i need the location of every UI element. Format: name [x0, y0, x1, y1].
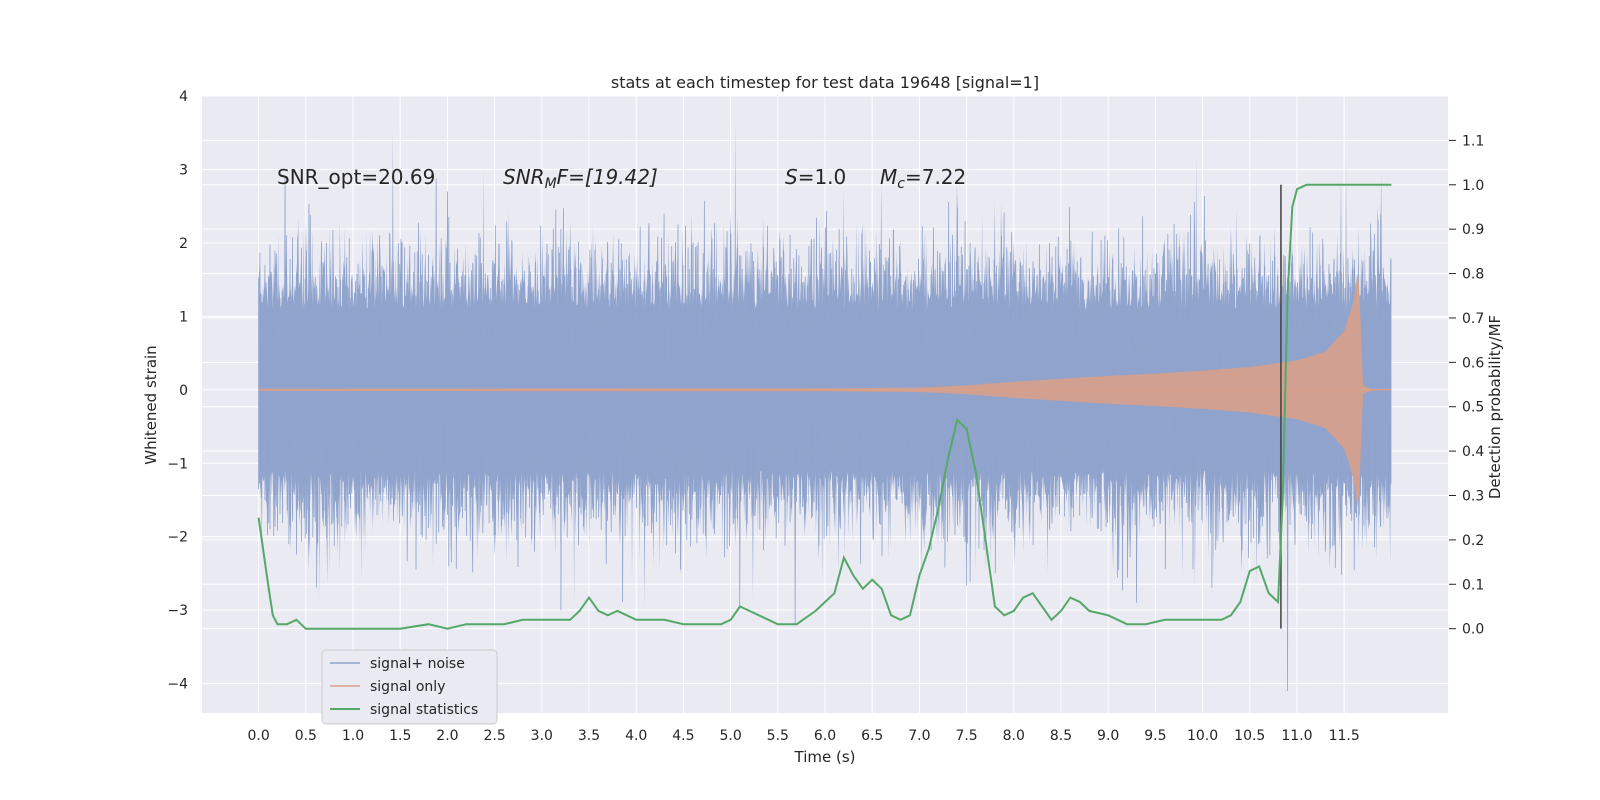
signal-statistics-line: [257, 183, 1392, 630]
y2-tick-label-3: 0.3: [1462, 488, 1484, 504]
legend-label-signal-statistics: signal statistics: [370, 702, 478, 718]
annotation-snr-mf: SNRMF=[19.42]: [503, 165, 658, 192]
y2-tick-label-6: 0.6: [1462, 355, 1484, 371]
x-tick-label-8: 4.0: [625, 728, 647, 744]
x-tick-label-22: 11.0: [1281, 728, 1312, 744]
x-tick-label-9: 4.5: [672, 728, 694, 744]
x-tick-label-23: 11.5: [1329, 728, 1360, 744]
x-tick-label-12: 6.0: [814, 728, 836, 744]
x-tick-label-17: 8.5: [1050, 728, 1072, 744]
x-tick-label-11: 5.5: [767, 728, 789, 744]
y2-tick-label-9: 0.9: [1462, 222, 1484, 238]
legend: signal+ noise signal only signal statist…: [321, 649, 498, 725]
y2-tick-label-11: 1.1: [1462, 133, 1484, 149]
series-signal-statistics: [257, 183, 1392, 630]
x-tick-label-14: 7.0: [908, 728, 930, 744]
y-tick-label-0: −4: [167, 677, 188, 693]
y-tick-label-8: 4: [179, 89, 188, 105]
x-tick-label-10: 5.0: [719, 728, 741, 744]
legend-box: [321, 649, 498, 725]
y2-tick-label-0: 0.0: [1462, 622, 1484, 638]
x-tick-label-3: 1.5: [389, 728, 411, 744]
annotation-mc-main: M: [880, 165, 897, 189]
y2-tick-label-7: 0.7: [1462, 311, 1484, 327]
x-tick-label-20: 10.0: [1187, 728, 1218, 744]
x-tick-label-2: 1.0: [342, 728, 364, 744]
y2-tick-label-10: 1.0: [1462, 178, 1484, 194]
y2-axis-label: Detection probability/MF: [1486, 315, 1504, 499]
annotation-s-main: S: [785, 165, 798, 189]
y-tick-label-2: −2: [167, 530, 188, 546]
y-tick-label-7: 3: [179, 162, 188, 178]
annotation-s: S=1.0: [785, 165, 846, 189]
x-tick-label-1: 0.5: [295, 728, 317, 744]
x-tick-label-7: 3.5: [578, 728, 600, 744]
annotation-snr-opt: SNR_opt=20.69: [277, 165, 435, 189]
annotation-mc-sub: c: [897, 176, 905, 192]
series-signal-plus-noise: [258, 121, 1392, 692]
y2-tick-label-1: 0.1: [1462, 577, 1484, 593]
signal-plus-noise-trace: [258, 176, 1392, 692]
y-tick-label-1: −3: [167, 603, 188, 619]
x-tick-label-15: 7.5: [955, 728, 977, 744]
x-axis-label: Time (s): [794, 748, 856, 766]
y-tick-label-4: 0: [179, 383, 188, 399]
x-tick-label-6: 3.0: [531, 728, 553, 744]
annotation-snr-mf-sub: M: [545, 176, 557, 192]
annotation-s-rest: =1.0: [798, 165, 847, 189]
chart-title: stats at each timestep for test data 196…: [611, 73, 1039, 92]
x-tick-label-21: 10.5: [1234, 728, 1265, 744]
x-tick-label-19: 9.5: [1144, 728, 1166, 744]
y2-tick-label-2: 0.2: [1462, 533, 1484, 549]
y2-tick-label-8: 0.8: [1462, 267, 1484, 283]
y2-tick-label-4: 0.4: [1462, 444, 1484, 460]
series-signal-only: [258, 272, 1392, 507]
y-tick-label-6: 2: [179, 236, 188, 252]
y2-ticks: 0.0 0.1 0.2 0.3 0.4 0.5 0.6 0.7 0.8 0.9 1.0 1.1: [1449, 133, 1484, 638]
annotation-snr-mf-rest: F=[19.42]: [557, 165, 658, 189]
x-tick-label-16: 8.0: [1003, 728, 1025, 744]
x-tick-label-4: 2.0: [436, 728, 458, 744]
legend-label-signal-only: signal only: [370, 679, 445, 695]
y-ticks: −4 −3 −2 −1 0 1 2 3 4: [167, 89, 188, 693]
legend-label-signal-plus-noise: signal+ noise: [370, 656, 465, 672]
annotation-mc: Mc=7.22: [880, 165, 966, 192]
annotation-mc-rest: =7.22: [905, 165, 966, 189]
x-ticks: 0.0 0.5 1.0 1.5 2.0 2.5 3.0 3.5 4.0 4.5 5.0 5.5 6.0 6…: [248, 728, 1360, 744]
y2-tick-label-5: 0.5: [1462, 400, 1484, 416]
annotation-snr-mf-main: SNR: [503, 165, 545, 189]
x-tick-label-18: 9.0: [1097, 728, 1119, 744]
y-tick-label-5: 1: [179, 309, 188, 325]
y-tick-label-3: −1: [167, 456, 188, 472]
x-tick-label-13: 6.5: [861, 728, 883, 744]
y-axis-label: Whitened strain: [142, 345, 160, 464]
x-tick-label-0: 0.0: [248, 728, 270, 744]
x-tick-label-5: 2.5: [483, 728, 505, 744]
